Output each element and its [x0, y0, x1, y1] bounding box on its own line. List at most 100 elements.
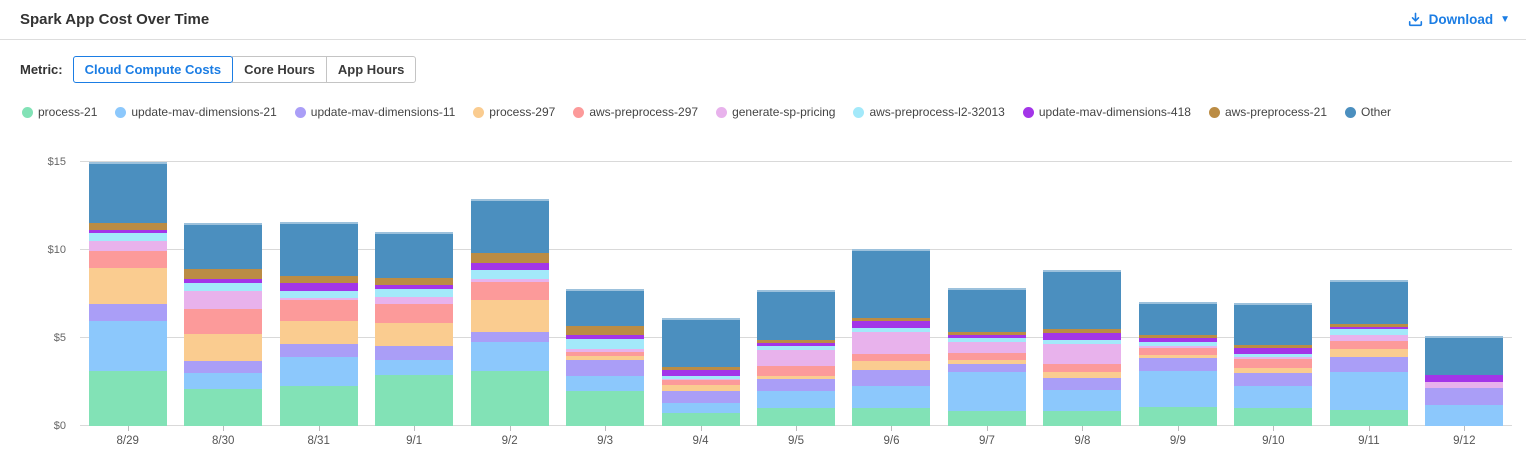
legend-item-process-297[interactable]: process-297: [473, 105, 555, 119]
bar-segment-aws-preprocess-297[interactable]: [279, 300, 358, 322]
bar-segment-process-21[interactable]: [1138, 406, 1217, 426]
bar-segment-aws-preprocess-297[interactable]: [661, 380, 740, 385]
bar-segment-aws-preprocess-297[interactable]: [947, 352, 1026, 361]
legend-item-update-mav-dimensions-11[interactable]: update-mav-dimensions-11: [294, 105, 455, 119]
bar-segment-update-mav-dimensions-418[interactable]: [375, 285, 454, 289]
bar-segment-aws-preprocess-297[interactable]: [852, 353, 931, 361]
bar-segment-other[interactable]: [1234, 302, 1313, 346]
bar-segment-aws-preprocess-21[interactable]: [1234, 345, 1313, 348]
bar-segment-process-297[interactable]: [1043, 372, 1122, 378]
legend-item-aws-preprocess-l2-32013[interactable]: aws-preprocess-l2-32013: [853, 105, 1005, 119]
metric-option-app-hours[interactable]: App Hours: [325, 56, 417, 83]
bar-segment-update-mav-dimensions-418[interactable]: [757, 343, 836, 346]
bar-segment-update-mav-dimensions-418[interactable]: [1329, 326, 1408, 330]
bar-segment-update-mav-dimensions-418[interactable]: [1234, 347, 1313, 354]
metric-option-core-hours[interactable]: Core Hours: [232, 56, 327, 83]
bar-segment-aws-preprocess-297[interactable]: [184, 309, 263, 334]
bar-segment-update-mav-dimensions-11[interactable]: [1138, 358, 1217, 372]
bar-segment-process-21[interactable]: [375, 374, 454, 426]
bar-segment-process-297[interactable]: [852, 360, 931, 370]
bar-segment-other[interactable]: [1043, 270, 1122, 330]
legend-item-update-mav-dimensions-21[interactable]: update-mav-dimensions-21: [115, 105, 277, 119]
bar-segment-aws-preprocess-21[interactable]: [757, 339, 836, 344]
bar-segment-update-mav-dimensions-11[interactable]: [184, 360, 263, 374]
bar-segment-process-297[interactable]: [1138, 354, 1217, 359]
bar-segment-update-mav-dimensions-418[interactable]: [947, 335, 1026, 339]
bar-segment-update-mav-dimensions-21[interactable]: [1138, 371, 1217, 407]
stacked-bar-9/12[interactable]: [1425, 336, 1504, 426]
bar-segment-aws-preprocess-21[interactable]: [375, 278, 454, 286]
bar-segment-aws-preprocess-21[interactable]: [566, 325, 645, 335]
bar-segment-generate-sp-pricing[interactable]: [88, 241, 167, 251]
bar-segment-generate-sp-pricing[interactable]: [566, 348, 645, 353]
bar-segment-process-297[interactable]: [184, 333, 263, 361]
bar-segment-update-mav-dimensions-11[interactable]: [1043, 377, 1122, 390]
legend-item-aws-preprocess-297[interactable]: aws-preprocess-297: [573, 105, 698, 119]
bar-segment-generate-sp-pricing[interactable]: [661, 378, 740, 381]
bar-segment-generate-sp-pricing[interactable]: [1425, 382, 1504, 389]
bar-segment-generate-sp-pricing[interactable]: [1329, 334, 1408, 341]
bar-segment-aws-preprocess-l2-32013[interactable]: [566, 338, 645, 349]
legend-item-aws-preprocess-21[interactable]: aws-preprocess-21: [1208, 105, 1327, 119]
bar-segment-other[interactable]: [279, 221, 358, 276]
bar-segment-update-mav-dimensions-21[interactable]: [279, 357, 358, 386]
stacked-bar-9/4[interactable]: [661, 317, 740, 426]
bar-segment-process-297[interactable]: [757, 375, 836, 380]
bar-segment-generate-sp-pricing[interactable]: [375, 296, 454, 304]
bar-segment-other[interactable]: [566, 288, 645, 326]
bar-segment-process-297[interactable]: [88, 267, 167, 304]
bar-segment-aws-preprocess-21[interactable]: [279, 275, 358, 283]
stacked-bar-9/2[interactable]: [470, 199, 549, 426]
bar-segment-aws-preprocess-l2-32013[interactable]: [852, 328, 931, 332]
bar-segment-process-297[interactable]: [279, 321, 358, 345]
bar-segment-generate-sp-pricing[interactable]: [1043, 344, 1122, 364]
bar-segment-other[interactable]: [757, 289, 836, 340]
bar-segment-update-mav-dimensions-11[interactable]: [852, 369, 931, 386]
bar-segment-update-mav-dimensions-418[interactable]: [184, 279, 263, 283]
bar-segment-update-mav-dimensions-21[interactable]: [375, 360, 454, 375]
bar-segment-aws-preprocess-21[interactable]: [1043, 329, 1122, 333]
bar-segment-aws-preprocess-l2-32013[interactable]: [184, 282, 263, 291]
stacked-bar-9/3[interactable]: [566, 288, 645, 426]
bar-segment-aws-preprocess-297[interactable]: [566, 352, 645, 356]
bar-segment-generate-sp-pricing[interactable]: [184, 290, 263, 310]
bar-segment-process-297[interactable]: [1234, 367, 1313, 374]
stacked-bar-8/29[interactable]: [88, 162, 167, 426]
bar-segment-process-21[interactable]: [1043, 411, 1122, 426]
bar-segment-aws-preprocess-297[interactable]: [757, 366, 836, 376]
bar-segment-aws-preprocess-297[interactable]: [375, 303, 454, 324]
bar-segment-update-mav-dimensions-11[interactable]: [88, 303, 167, 322]
stacked-bar-8/31[interactable]: [279, 221, 358, 426]
bar-segment-other[interactable]: [184, 222, 263, 270]
bar-segment-aws-preprocess-l2-32013[interactable]: [470, 270, 549, 280]
bar-segment-update-mav-dimensions-11[interactable]: [375, 345, 454, 361]
bar-segment-update-mav-dimensions-11[interactable]: [1329, 357, 1408, 373]
stacked-bar-9/8[interactable]: [1043, 270, 1122, 426]
bar-segment-update-mav-dimensions-418[interactable]: [279, 282, 358, 291]
bar-segment-aws-preprocess-297[interactable]: [470, 281, 549, 301]
bar-segment-process-21[interactable]: [279, 385, 358, 426]
bar-segment-process-297[interactable]: [661, 384, 740, 391]
stacked-bar-9/10[interactable]: [1234, 302, 1313, 426]
bar-segment-process-21[interactable]: [1234, 407, 1313, 426]
bar-segment-aws-preprocess-l2-32013[interactable]: [661, 375, 740, 379]
bar-segment-aws-preprocess-297[interactable]: [1234, 359, 1313, 368]
bar-segment-process-21[interactable]: [566, 390, 645, 426]
bar-segment-aws-preprocess-21[interactable]: [88, 222, 167, 230]
bar-segment-aws-preprocess-21[interactable]: [1329, 324, 1408, 327]
bar-segment-update-mav-dimensions-11[interactable]: [566, 360, 645, 376]
bar-segment-update-mav-dimensions-21[interactable]: [1329, 372, 1408, 411]
stacked-bar-9/11[interactable]: [1329, 280, 1408, 426]
bar-segment-process-297[interactable]: [566, 355, 645, 361]
legend-item-process-21[interactable]: process-21: [22, 105, 97, 119]
bar-segment-process-21[interactable]: [184, 389, 263, 426]
bar-segment-process-21[interactable]: [852, 407, 931, 426]
bar-segment-generate-sp-pricing[interactable]: [1234, 357, 1313, 360]
bar-segment-process-21[interactable]: [1329, 410, 1408, 426]
bar-segment-generate-sp-pricing[interactable]: [279, 298, 358, 301]
bar-segment-update-mav-dimensions-418[interactable]: [661, 369, 740, 376]
bar-segment-update-mav-dimensions-11[interactable]: [1425, 388, 1504, 405]
bar-segment-update-mav-dimensions-418[interactable]: [1043, 332, 1122, 340]
metric-option-cloud-compute-costs[interactable]: Cloud Compute Costs: [72, 56, 234, 83]
bar-segment-other[interactable]: [375, 231, 454, 279]
